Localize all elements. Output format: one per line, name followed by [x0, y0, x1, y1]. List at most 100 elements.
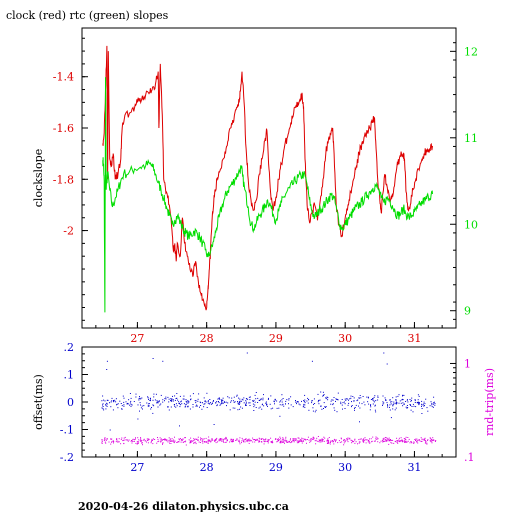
offset-point — [172, 399, 174, 401]
offset-point — [354, 409, 355, 411]
offset-point — [190, 398, 192, 400]
offset-point — [285, 400, 287, 402]
offset-point — [179, 406, 181, 408]
rndtrip-point — [415, 438, 417, 440]
rndtrip-point — [104, 441, 106, 443]
rndtrip-point — [241, 442, 242, 444]
offset-point — [233, 401, 235, 403]
bottom-x-tick-label: 31 — [407, 461, 421, 474]
offset-point — [358, 405, 359, 407]
rndtrip-point — [180, 441, 182, 443]
rndtrip-point — [248, 442, 250, 444]
rndtrip-point — [111, 441, 112, 443]
offset-point — [396, 402, 398, 404]
rndtrip-point — [309, 441, 311, 443]
rndtrip-point — [136, 441, 138, 443]
offset-point — [350, 397, 352, 399]
rndtrip-point — [385, 438, 387, 440]
offset-point — [123, 397, 125, 399]
rndtrip-point — [173, 442, 175, 444]
bottom-y-tick-label: .2 — [64, 341, 75, 354]
offset-point — [433, 402, 435, 404]
rndtrip-point — [164, 439, 166, 441]
rndtrip-point — [263, 440, 265, 442]
rndtrip-point — [265, 440, 267, 442]
rndtrip-point — [158, 440, 160, 442]
offset-point — [116, 403, 118, 405]
rndtrip-point — [399, 440, 401, 442]
offset-point — [363, 401, 365, 403]
offset-point — [311, 400, 313, 402]
rndtrip-point — [285, 441, 287, 442]
rndtrip-point — [104, 439, 106, 441]
offset-point — [282, 403, 284, 405]
offset-point — [180, 404, 181, 406]
rndtrip-point — [169, 442, 170, 444]
offset-point — [170, 400, 171, 402]
rndtrip-point — [101, 439, 103, 440]
rndtrip-point — [190, 442, 191, 443]
offset-point — [389, 399, 391, 401]
offset-point — [172, 400, 174, 402]
offset-point — [106, 369, 108, 370]
rndtrip-point — [417, 442, 419, 444]
offset-point — [303, 405, 305, 407]
rndtrip-point — [292, 440, 294, 442]
rndtrip-point — [163, 439, 165, 440]
offset-point — [157, 406, 159, 408]
offset-point — [196, 405, 198, 407]
offset-point — [188, 400, 190, 402]
offset-point — [341, 404, 343, 406]
rndtrip-point — [389, 439, 391, 440]
rndtrip-point — [315, 439, 317, 441]
offset-point — [245, 405, 247, 406]
offset-point — [395, 401, 397, 403]
rndtrip-point — [390, 440, 392, 442]
rndtrip-point — [400, 440, 401, 442]
rndtrip-point — [286, 440, 288, 442]
rndtrip-point — [130, 440, 132, 442]
offset-point — [398, 394, 400, 396]
offset-point — [373, 401, 375, 403]
offset-point — [332, 403, 334, 405]
offset-point — [281, 404, 283, 406]
offset-point — [402, 398, 403, 400]
rndtrip-point — [197, 436, 199, 438]
rndtrip-point — [302, 438, 304, 440]
offset-point — [157, 401, 159, 403]
offset-point — [367, 397, 369, 399]
offset-point — [322, 391, 324, 393]
rndtrip-point — [147, 442, 149, 444]
rndtrip-point — [281, 439, 283, 441]
offset-point — [239, 400, 241, 402]
rndtrip-point — [219, 438, 221, 440]
offset-point — [317, 401, 319, 403]
offset-point — [336, 411, 338, 413]
offset-point — [295, 400, 296, 401]
offset-point — [342, 402, 344, 404]
rndtrip-point — [333, 440, 334, 442]
rndtrip-point — [164, 438, 166, 440]
offset-point — [192, 404, 194, 405]
rndtrip-point — [271, 440, 273, 442]
offset-point — [248, 396, 250, 398]
rndtrip-point — [301, 437, 303, 439]
rndtrip-point — [327, 439, 329, 441]
offset-point — [171, 399, 173, 401]
rndtrip-point — [285, 436, 287, 438]
offset-point — [139, 396, 140, 398]
offset-point — [178, 401, 180, 403]
rndtrip-point — [160, 439, 162, 441]
offset-point — [153, 405, 155, 407]
offset-point — [290, 404, 292, 406]
rndtrip-point — [429, 438, 431, 440]
offset-point — [114, 399, 116, 401]
rndtrip-point — [409, 442, 411, 444]
offset-point — [426, 407, 428, 409]
offset-point — [239, 402, 241, 404]
rndtrip-point — [314, 440, 316, 442]
offset-point — [137, 404, 139, 406]
offset-point — [176, 397, 178, 399]
rndtrip-point — [118, 438, 120, 440]
rndtrip-point — [276, 441, 278, 443]
